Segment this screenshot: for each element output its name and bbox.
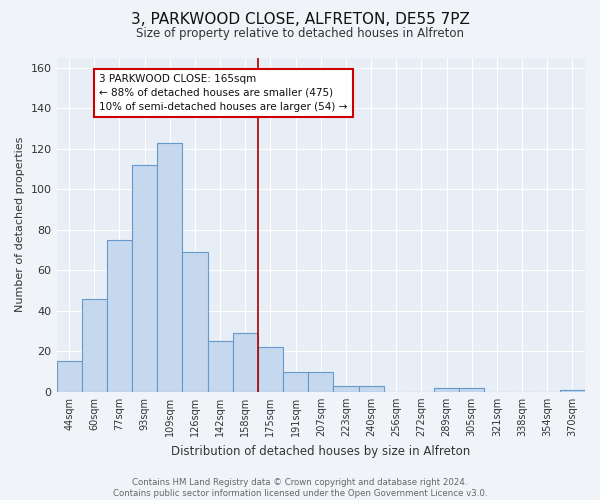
Text: Size of property relative to detached houses in Alfreton: Size of property relative to detached ho… <box>136 28 464 40</box>
Bar <box>56 362 82 392</box>
Bar <box>308 372 334 392</box>
Bar <box>157 142 182 392</box>
Bar <box>107 240 132 392</box>
Bar <box>560 390 585 392</box>
Bar <box>459 388 484 392</box>
Y-axis label: Number of detached properties: Number of detached properties <box>15 137 25 312</box>
Bar <box>334 386 359 392</box>
Bar <box>359 386 383 392</box>
X-axis label: Distribution of detached houses by size in Alfreton: Distribution of detached houses by size … <box>171 444 470 458</box>
Bar <box>258 347 283 392</box>
Text: 3, PARKWOOD CLOSE, ALFRETON, DE55 7PZ: 3, PARKWOOD CLOSE, ALFRETON, DE55 7PZ <box>131 12 469 28</box>
Bar <box>82 298 107 392</box>
Bar <box>434 388 459 392</box>
Bar <box>208 341 233 392</box>
Bar <box>233 333 258 392</box>
Bar <box>283 372 308 392</box>
Bar <box>132 165 157 392</box>
Bar <box>182 252 208 392</box>
Text: 3 PARKWOOD CLOSE: 165sqm
← 88% of detached houses are smaller (475)
10% of semi-: 3 PARKWOOD CLOSE: 165sqm ← 88% of detach… <box>100 74 347 112</box>
Text: Contains HM Land Registry data © Crown copyright and database right 2024.
Contai: Contains HM Land Registry data © Crown c… <box>113 478 487 498</box>
